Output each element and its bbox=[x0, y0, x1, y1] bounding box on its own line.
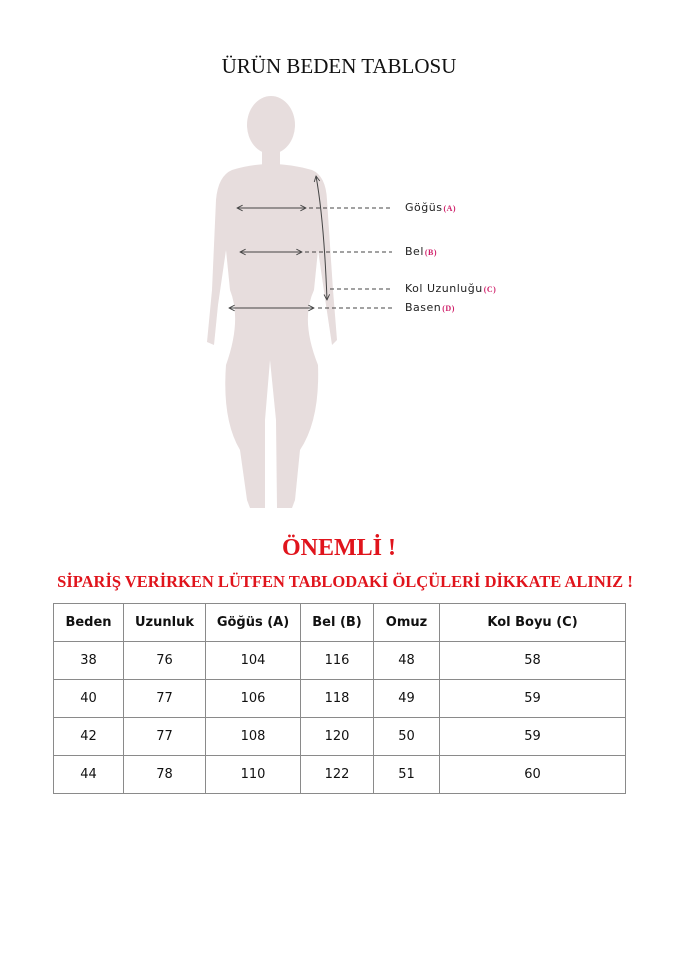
table-row: 44 78 110 122 51 60 bbox=[53, 755, 626, 794]
table-row: 42 77 108 120 50 59 bbox=[53, 717, 626, 756]
table-cell: 77 bbox=[123, 679, 206, 718]
page-title: ÜRÜN BEDEN TABLOSU bbox=[221, 54, 457, 78]
table-cell: 50 bbox=[373, 717, 440, 756]
table-cell: 78 bbox=[123, 755, 206, 794]
table-cell: 59 bbox=[439, 717, 626, 756]
table-cell: 116 bbox=[300, 641, 374, 680]
label-chest: Göğüs(A) bbox=[405, 201, 456, 214]
label-tag: (A) bbox=[443, 204, 457, 213]
table-cell: 58 bbox=[439, 641, 626, 680]
table-cell: 77 bbox=[123, 717, 206, 756]
header-cell: Uzunluk bbox=[123, 603, 206, 642]
table-cell: 42 bbox=[53, 717, 124, 756]
table-cell: 38 bbox=[53, 641, 124, 680]
header-cell: Kol Boyu (C) bbox=[439, 603, 626, 642]
table-row: 38 76 104 116 48 58 bbox=[53, 641, 626, 680]
table-cell: 44 bbox=[53, 755, 124, 794]
table-cell: 108 bbox=[205, 717, 301, 756]
header-cell: Beden bbox=[53, 603, 124, 642]
woman-silhouette bbox=[207, 96, 337, 508]
label-text: Bel bbox=[405, 245, 424, 258]
table-cell: 60 bbox=[439, 755, 626, 794]
label-text: Göğüs bbox=[405, 201, 443, 214]
table-cell: 110 bbox=[205, 755, 301, 794]
label-text: Kol Uzunluğu bbox=[405, 282, 483, 295]
header-cell: Göğüs (A) bbox=[205, 603, 301, 642]
body-measurement-figure bbox=[207, 96, 392, 508]
table-cell: 76 bbox=[123, 641, 206, 680]
label-tag: (D) bbox=[442, 304, 455, 313]
header-cell: Bel (B) bbox=[300, 603, 374, 642]
label-waist: Bel(B) bbox=[405, 245, 437, 258]
table-cell: 40 bbox=[53, 679, 124, 718]
table-cell: 118 bbox=[300, 679, 374, 718]
label-tag: (B) bbox=[424, 248, 438, 257]
label-tag: (C) bbox=[483, 285, 497, 294]
label-sleeve-length: Kol Uzunluğu(C) bbox=[405, 282, 496, 295]
important-heading: ÖNEMLİ ! bbox=[282, 535, 396, 561]
header-cell: Omuz bbox=[373, 603, 440, 642]
warning-message: SİPARİŞ VERİRKEN LÜTFEN TABLODAKİ ÖLÇÜLE… bbox=[57, 572, 633, 591]
table-header-row: Beden Uzunluk Göğüs (A) Bel (B) Omuz Kol… bbox=[53, 603, 626, 642]
size-table: Beden Uzunluk Göğüs (A) Bel (B) Omuz Kol… bbox=[53, 603, 626, 794]
label-hip: Basen(D) bbox=[405, 301, 455, 314]
table-cell: 49 bbox=[373, 679, 440, 718]
table-cell: 59 bbox=[439, 679, 626, 718]
table-cell: 122 bbox=[300, 755, 374, 794]
table-cell: 106 bbox=[205, 679, 301, 718]
label-text: Basen bbox=[405, 301, 442, 314]
table-row: 40 77 106 118 49 59 bbox=[53, 679, 626, 718]
table-cell: 51 bbox=[373, 755, 440, 794]
table-cell: 48 bbox=[373, 641, 440, 680]
table-cell: 120 bbox=[300, 717, 374, 756]
table-cell: 104 bbox=[205, 641, 301, 680]
